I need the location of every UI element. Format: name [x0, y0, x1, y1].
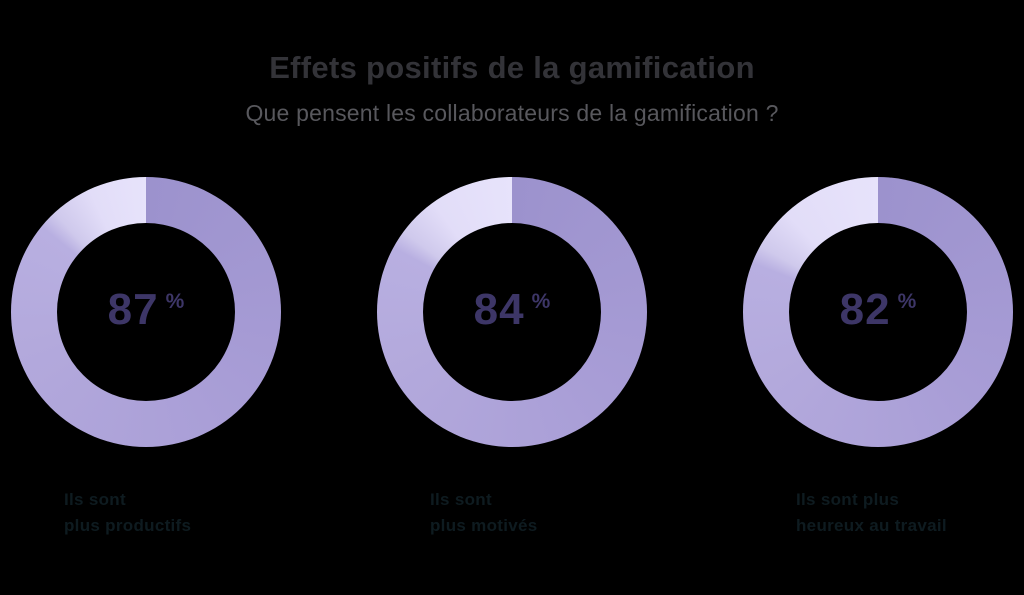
donut-chart-productifs: 87% Ils sont plus productifs: [10, 177, 282, 540]
donut-charts-row: 87% Ils sont plus productifs 84% Ils son…: [0, 177, 1024, 540]
donut-ring-motives: 84%: [377, 177, 647, 447]
page-subtitle: Que pensent les collaborateurs de la gam…: [245, 100, 779, 126]
caption-line-1: Ils sont: [430, 490, 492, 509]
donut-hole: 82%: [789, 223, 967, 401]
percentage-value: 87%: [108, 285, 185, 335]
caption-line-1: Ils sont plus: [796, 490, 900, 509]
chart-caption: Ils sont plus motivés: [376, 487, 648, 540]
caption-line-2: plus productifs: [64, 516, 192, 536]
donut-chart-motives: 84% Ils sont plus motivés: [376, 177, 648, 540]
percent-sign: %: [531, 290, 551, 313]
percentage-number: 87: [107, 285, 159, 334]
donut-ring-heureux: 82%: [743, 177, 1013, 447]
percentage-value: 84%: [474, 285, 551, 335]
caption-line-2: plus motivés: [430, 516, 538, 536]
percentage-value: 82%: [840, 285, 917, 335]
percent-sign: %: [165, 290, 185, 313]
chart-caption: Ils sont plus productifs: [10, 487, 282, 540]
donut-chart-heureux: 82% Ils sont plus heureux au travail: [742, 177, 1014, 540]
donut-hole: 87%: [57, 223, 235, 401]
gamification-infographic: Effets positifs de la gamification Que p…: [0, 50, 1024, 595]
donut-hole: 84%: [423, 223, 601, 401]
donut-ring-productifs: 87%: [11, 177, 281, 447]
percentage-number: 82: [839, 285, 891, 334]
chart-caption: Ils sont plus heureux au travail: [742, 487, 1014, 540]
percentage-number: 84: [473, 285, 525, 334]
caption-line-2: heureux au travail: [796, 516, 947, 536]
page-title: Effets positifs de la gamification: [269, 50, 755, 85]
percent-sign: %: [897, 290, 917, 313]
caption-line-1: Ils sont: [64, 490, 126, 509]
